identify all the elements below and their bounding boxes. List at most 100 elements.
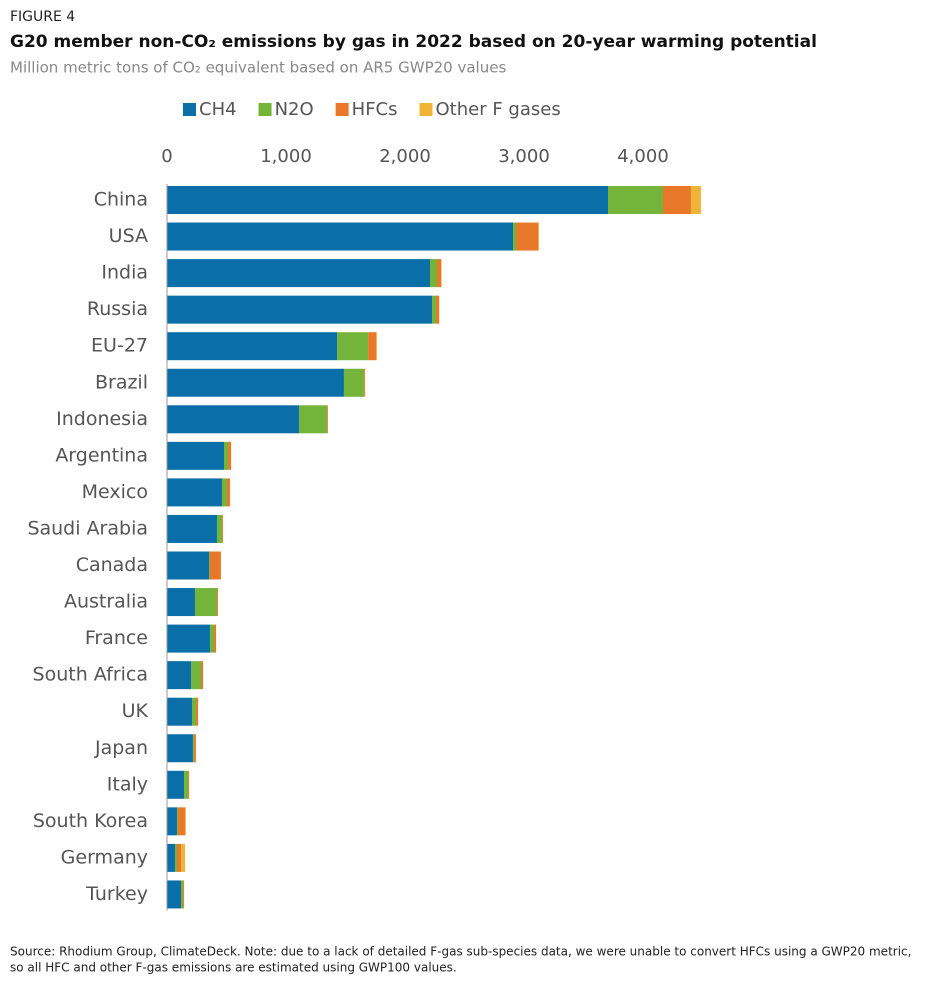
y-tick-label: Mexico xyxy=(82,481,148,503)
bar-segment xyxy=(167,259,430,288)
bar-segment xyxy=(538,222,539,251)
bar-segment xyxy=(167,405,299,434)
bar-segment xyxy=(436,295,440,324)
legend-label: HFCs xyxy=(352,99,398,120)
y-tick-label: Japan xyxy=(94,737,148,759)
bar-segment xyxy=(224,441,229,470)
legend-swatch xyxy=(335,103,349,116)
y-tick-label: India xyxy=(101,262,148,284)
bar-segment xyxy=(516,222,539,251)
y-tick-label: Italy xyxy=(107,773,148,795)
bar-segment xyxy=(337,332,369,361)
legend-swatch xyxy=(258,103,272,116)
chart-title: G20 member non-CO₂ emissions by gas in 2… xyxy=(10,32,817,52)
y-tick-label: Germany xyxy=(61,846,148,868)
bar-segment xyxy=(167,441,225,470)
bar-segment xyxy=(176,843,182,872)
bar-segment xyxy=(191,697,197,726)
bar-segment xyxy=(214,624,217,653)
y-tick-label: Australia xyxy=(64,591,148,613)
bar-segment xyxy=(167,843,175,872)
bar-segment xyxy=(209,551,210,580)
bar-segment xyxy=(221,514,223,543)
y-tick-label: Indonesia xyxy=(56,408,148,430)
x-tick-label: 0 xyxy=(161,146,172,167)
y-tick-label: Turkey xyxy=(85,883,148,905)
bar-segment xyxy=(167,551,210,580)
y-tick-label: Saudi Arabia xyxy=(27,517,148,539)
x-tick-label: 2,000 xyxy=(379,146,431,167)
x-tick-label: 1,000 xyxy=(260,146,312,167)
legend-label: CH4 xyxy=(199,99,237,120)
bar-segment xyxy=(196,697,199,726)
bar-segment xyxy=(167,880,182,909)
bar-segment xyxy=(176,807,178,836)
bar-segment xyxy=(662,186,691,214)
bar-segment xyxy=(226,478,230,507)
bar-segment xyxy=(177,807,185,836)
y-tick-label: USA xyxy=(109,225,148,247)
bar-segment xyxy=(228,441,232,470)
figure-label: FIGURE 4 xyxy=(10,9,75,25)
y-tick-label: Canada xyxy=(76,554,148,576)
chart-subtitle: Million metric tons of CO₂ equivalent ba… xyxy=(10,59,506,77)
bar-segment xyxy=(326,405,328,434)
bar-segment xyxy=(209,624,215,653)
y-tick-label: China xyxy=(94,189,148,211)
legend-swatch xyxy=(419,103,433,116)
bar-segment xyxy=(181,843,186,872)
bar-segment xyxy=(174,843,177,872)
bar-segment xyxy=(167,807,177,836)
y-tick-label: Russia xyxy=(87,298,148,320)
footnote: so all HFC and other F-gas emissions are… xyxy=(10,961,457,975)
bar-segment xyxy=(167,478,222,507)
legend-label: N2O xyxy=(275,99,314,120)
bar-segment xyxy=(181,880,184,909)
bar-segment xyxy=(194,588,217,617)
bar-segment xyxy=(216,514,222,543)
y-tick-label: South Africa xyxy=(33,664,148,686)
bar-segment xyxy=(437,259,442,288)
bar-segment xyxy=(216,588,218,617)
bar-segment xyxy=(201,661,204,690)
bar-segment xyxy=(441,259,442,288)
bar-segment xyxy=(167,770,185,799)
bar-segment xyxy=(167,332,338,361)
bar-segment xyxy=(184,770,189,799)
bar-segment xyxy=(368,332,377,361)
bar-segment xyxy=(167,222,514,251)
bar-segment xyxy=(191,661,202,690)
bar-segment xyxy=(363,368,365,397)
bar-segment xyxy=(167,624,210,653)
bar-segment xyxy=(167,295,433,324)
y-tick-label: Brazil xyxy=(95,371,148,393)
bar-segment xyxy=(167,734,193,763)
bar-segment xyxy=(608,186,663,214)
bar-segment xyxy=(167,368,344,397)
bar-segment xyxy=(221,478,227,507)
bar-segment xyxy=(184,807,186,836)
bar-segment xyxy=(167,588,195,617)
bar-segment xyxy=(376,332,378,361)
footnote: Source: Rhodium Group, ClimateDeck. Note… xyxy=(10,945,911,959)
bar-segment xyxy=(429,259,438,288)
bar-segment xyxy=(690,186,701,214)
bar-segment xyxy=(432,295,437,324)
bar-segment xyxy=(298,405,327,434)
bar-segment xyxy=(188,770,190,799)
bar-segment xyxy=(167,186,609,214)
bar-segment xyxy=(192,734,194,763)
bar-segment xyxy=(167,514,217,543)
bar-segment xyxy=(343,368,364,397)
y-tick-label: France xyxy=(85,627,148,649)
bar-segment xyxy=(167,697,192,726)
y-tick-label: EU-27 xyxy=(91,335,148,357)
x-tick-label: 3,000 xyxy=(498,146,550,167)
legend-label: Other F gases xyxy=(436,99,561,120)
y-tick-label: UK xyxy=(122,700,149,722)
bar-segment xyxy=(193,734,196,763)
bar-segment xyxy=(183,880,185,909)
bar-segment xyxy=(513,222,517,251)
y-tick-label: South Korea xyxy=(33,810,148,832)
